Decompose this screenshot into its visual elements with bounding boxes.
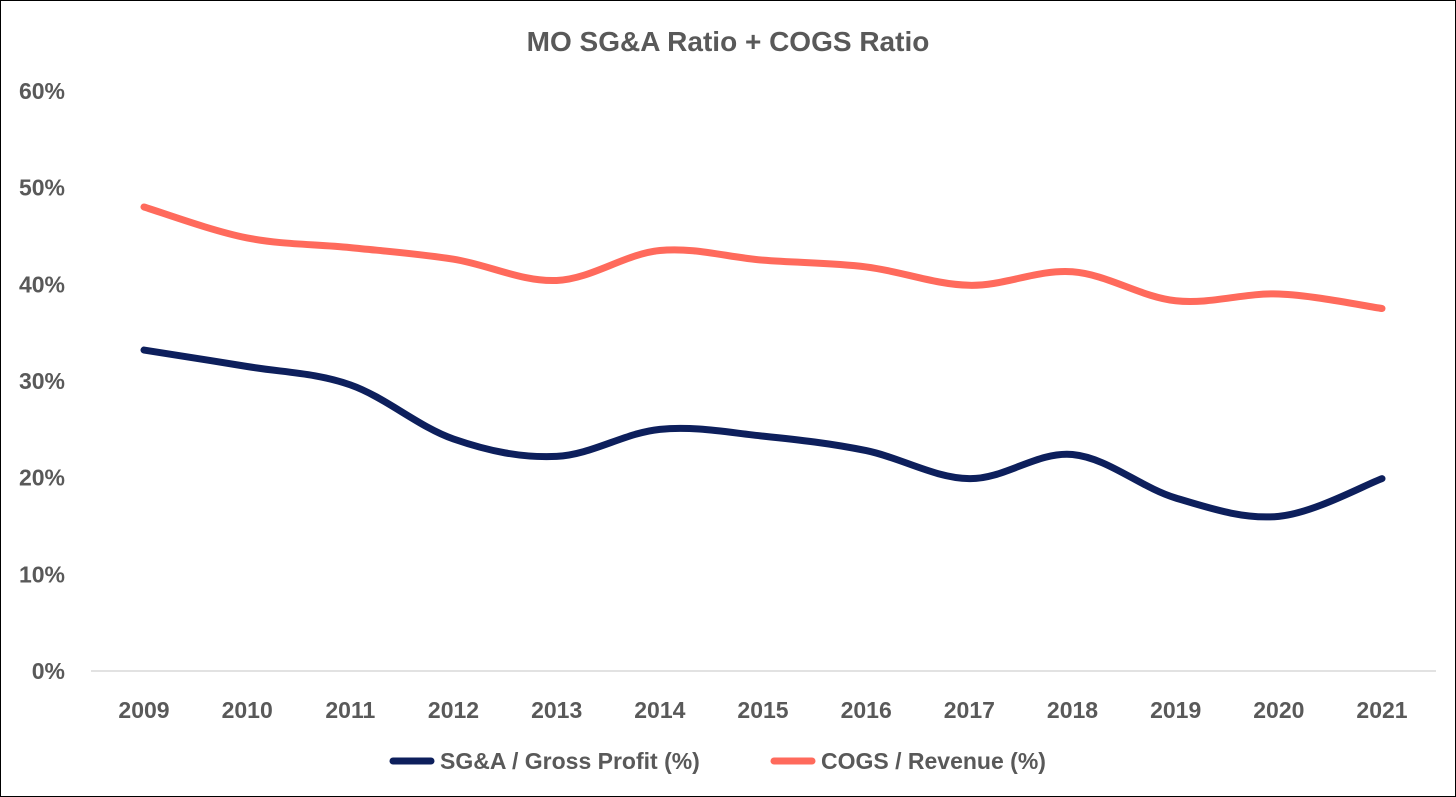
y-tick-label: 40% (19, 271, 65, 297)
y-tick-label: 20% (19, 465, 65, 491)
x-tick-label: 2021 (1356, 697, 1407, 723)
y-tick-label: 10% (19, 561, 65, 587)
x-tick-label: 2011 (325, 697, 375, 723)
legend-label: COGS / Revenue (%) (821, 748, 1046, 774)
x-tick-label: 2014 (634, 697, 685, 723)
legend-label: SG&A / Gross Profit (%) (440, 748, 700, 774)
series-line-sga (140, 346, 1386, 521)
y-tick-label: 60% (19, 78, 65, 104)
x-tick-label: 2016 (841, 697, 892, 723)
y-tick-label: 30% (19, 368, 65, 394)
chart-title: MO SG&A Ratio + COGS Ratio (527, 26, 930, 57)
x-tick-label: 2013 (531, 697, 582, 723)
legend-item: SG&A / Gross Profit (%) (389, 748, 700, 774)
x-tick-label: 2009 (118, 697, 169, 723)
x-tick-label: 2018 (1047, 697, 1098, 723)
legend-item: COGS / Revenue (%) (770, 748, 1046, 774)
x-tick-label: 2012 (428, 697, 479, 723)
x-tick-label: 2015 (737, 697, 788, 723)
x-tick-label: 2010 (222, 697, 273, 723)
x-tick-label: 2019 (1150, 697, 1201, 723)
x-tick-label: 2017 (944, 697, 995, 723)
x-tick-label: 2020 (1253, 697, 1304, 723)
y-tick-label: 50% (19, 175, 65, 201)
y-tick-label: 0% (32, 658, 65, 684)
series-line-cogs (140, 203, 1386, 312)
